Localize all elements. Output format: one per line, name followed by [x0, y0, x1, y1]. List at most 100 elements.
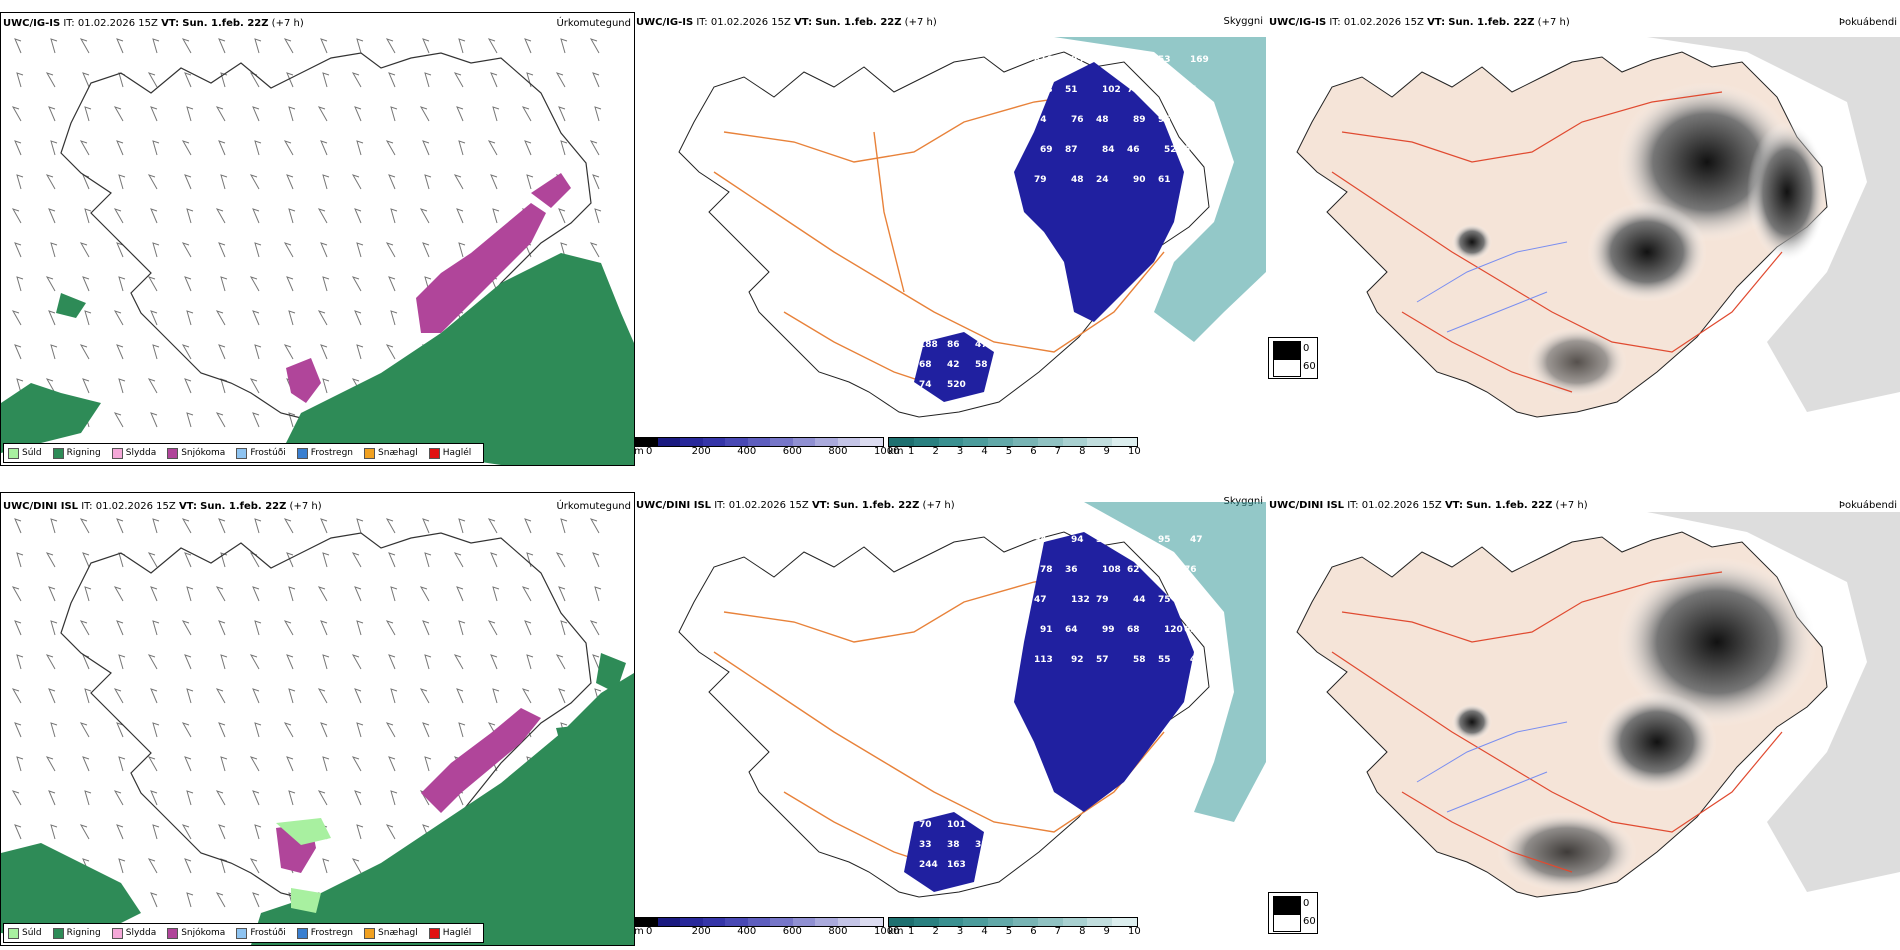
wind-barb [118, 276, 126, 292]
wind-barb [218, 722, 226, 738]
wind-barb [186, 892, 194, 908]
visibility-value-label: 33 [919, 840, 932, 850]
wind-barb [50, 824, 58, 840]
wind-barb [317, 790, 328, 806]
wind-barb [116, 242, 124, 258]
wind-barb [356, 518, 364, 534]
wind-barb [283, 344, 294, 360]
wind-barb [254, 38, 262, 54]
wind-barb [50, 140, 58, 156]
wind-barb [150, 586, 158, 602]
colorbar-segment [889, 918, 914, 926]
wind-barb [45, 72, 56, 88]
colorbar-segment [747, 918, 771, 926]
wind-barb [218, 824, 226, 840]
wind-barb [356, 824, 364, 840]
colorbar-segment [963, 918, 989, 926]
wind-barb [215, 106, 226, 122]
wind-barb [388, 174, 396, 190]
colorbar-segment [837, 918, 861, 926]
wind-barb [390, 688, 398, 704]
visibility-value-label: 91 [1040, 625, 1053, 635]
wind-barb [220, 756, 228, 772]
visibility-value-label: 74 [919, 380, 932, 390]
wind-barb [186, 688, 194, 704]
colorbar-tick-label: 600 [782, 926, 802, 937]
precip-drizzle-areas [276, 818, 331, 913]
fog-title-row2: Þokuábendi [1838, 500, 1897, 511]
precip-rain-areas [1, 653, 634, 945]
visibility-value-label: 85 [1133, 535, 1146, 545]
colorbar-segment [837, 438, 861, 446]
colorbar-tick-label: 8 [1079, 446, 1086, 457]
wind-barb [14, 38, 22, 54]
wind-barb [152, 38, 160, 54]
wind-barb [79, 38, 90, 54]
visibility-value-label: 64 [1065, 625, 1078, 635]
wind-barb [113, 310, 124, 326]
visibility-value-label: 95 [1158, 535, 1171, 545]
wind-barb [317, 688, 328, 704]
colorbar-tick-label: 9 [1103, 446, 1110, 457]
wind-barb [385, 242, 396, 258]
wind-barb [422, 38, 430, 54]
fog-map-row2 [1296, 512, 1900, 898]
visibility-value-label: 70 [919, 820, 932, 830]
wind-barb [254, 518, 262, 534]
wind-barb [288, 310, 296, 326]
wind-barb [317, 208, 328, 224]
colorbar-segment [747, 438, 771, 446]
legend-swatch-snaehagl [364, 447, 376, 459]
visibility-value-label: 816 [1034, 55, 1053, 65]
visibility-value-label: 79 [1034, 175, 1047, 185]
colorbar-segment [1087, 438, 1113, 446]
colorbar-segment [702, 918, 726, 926]
colorbar-segment [1037, 918, 1063, 926]
wind-barb [150, 412, 158, 428]
colorbar-segment [860, 918, 884, 926]
model-name: UWC/IG-IS [3, 18, 61, 29]
wind-barb [388, 72, 396, 88]
wind-barb [351, 756, 362, 772]
wind-barb [252, 790, 260, 806]
wind-barb [118, 654, 126, 670]
visibility-value-label: 87 [1065, 145, 1078, 155]
wind-barb [254, 242, 262, 258]
colorbar-segment [963, 438, 989, 446]
wind-barb [150, 310, 158, 326]
wind-barb [79, 242, 90, 258]
wind-barb [79, 344, 90, 360]
wind-barb [322, 756, 330, 772]
wind-barb [592, 552, 600, 568]
wind-barb [118, 756, 126, 772]
colorbar-tick-label: 6 [1030, 926, 1037, 937]
wind-barb [254, 344, 262, 360]
wind-barb [424, 654, 432, 670]
wind-barb [288, 790, 296, 806]
visibility-value-label: 113 [1034, 655, 1053, 665]
wind-barb [354, 208, 362, 224]
fog-legend-black [1273, 341, 1301, 359]
wind-barb [147, 174, 158, 190]
wind-barb [48, 106, 56, 122]
colorbar-tick-label: 1000 [874, 926, 900, 937]
wind-barb [184, 72, 192, 88]
fog-roads [1331, 91, 1783, 393]
fog-dark-areas [1452, 82, 1827, 397]
visibility-map-row2: 94 94 57 85 95 47 78 36 108 62 83 76 47 132 79 44 75 93 91… [678, 502, 1266, 898]
lead-time: (+7 h) [271, 18, 304, 29]
wind-barb [458, 518, 466, 534]
wind-barb [422, 722, 430, 738]
wind-barb [252, 106, 260, 122]
wind-barb [82, 378, 90, 394]
wind-barb [351, 174, 362, 190]
wind-barb [152, 722, 160, 738]
visibility-value-label: 74 [1034, 115, 1047, 125]
colorbar-tick-label: 7 [1054, 926, 1062, 937]
vt-value: Sun. 1.feb. 22Z [182, 18, 269, 29]
wind-barb [492, 106, 500, 122]
precip-map-row2 [1, 518, 634, 945]
visibility-value-label: 93 [1190, 595, 1203, 605]
wind-barb [492, 586, 500, 602]
wind-barb [181, 38, 192, 54]
